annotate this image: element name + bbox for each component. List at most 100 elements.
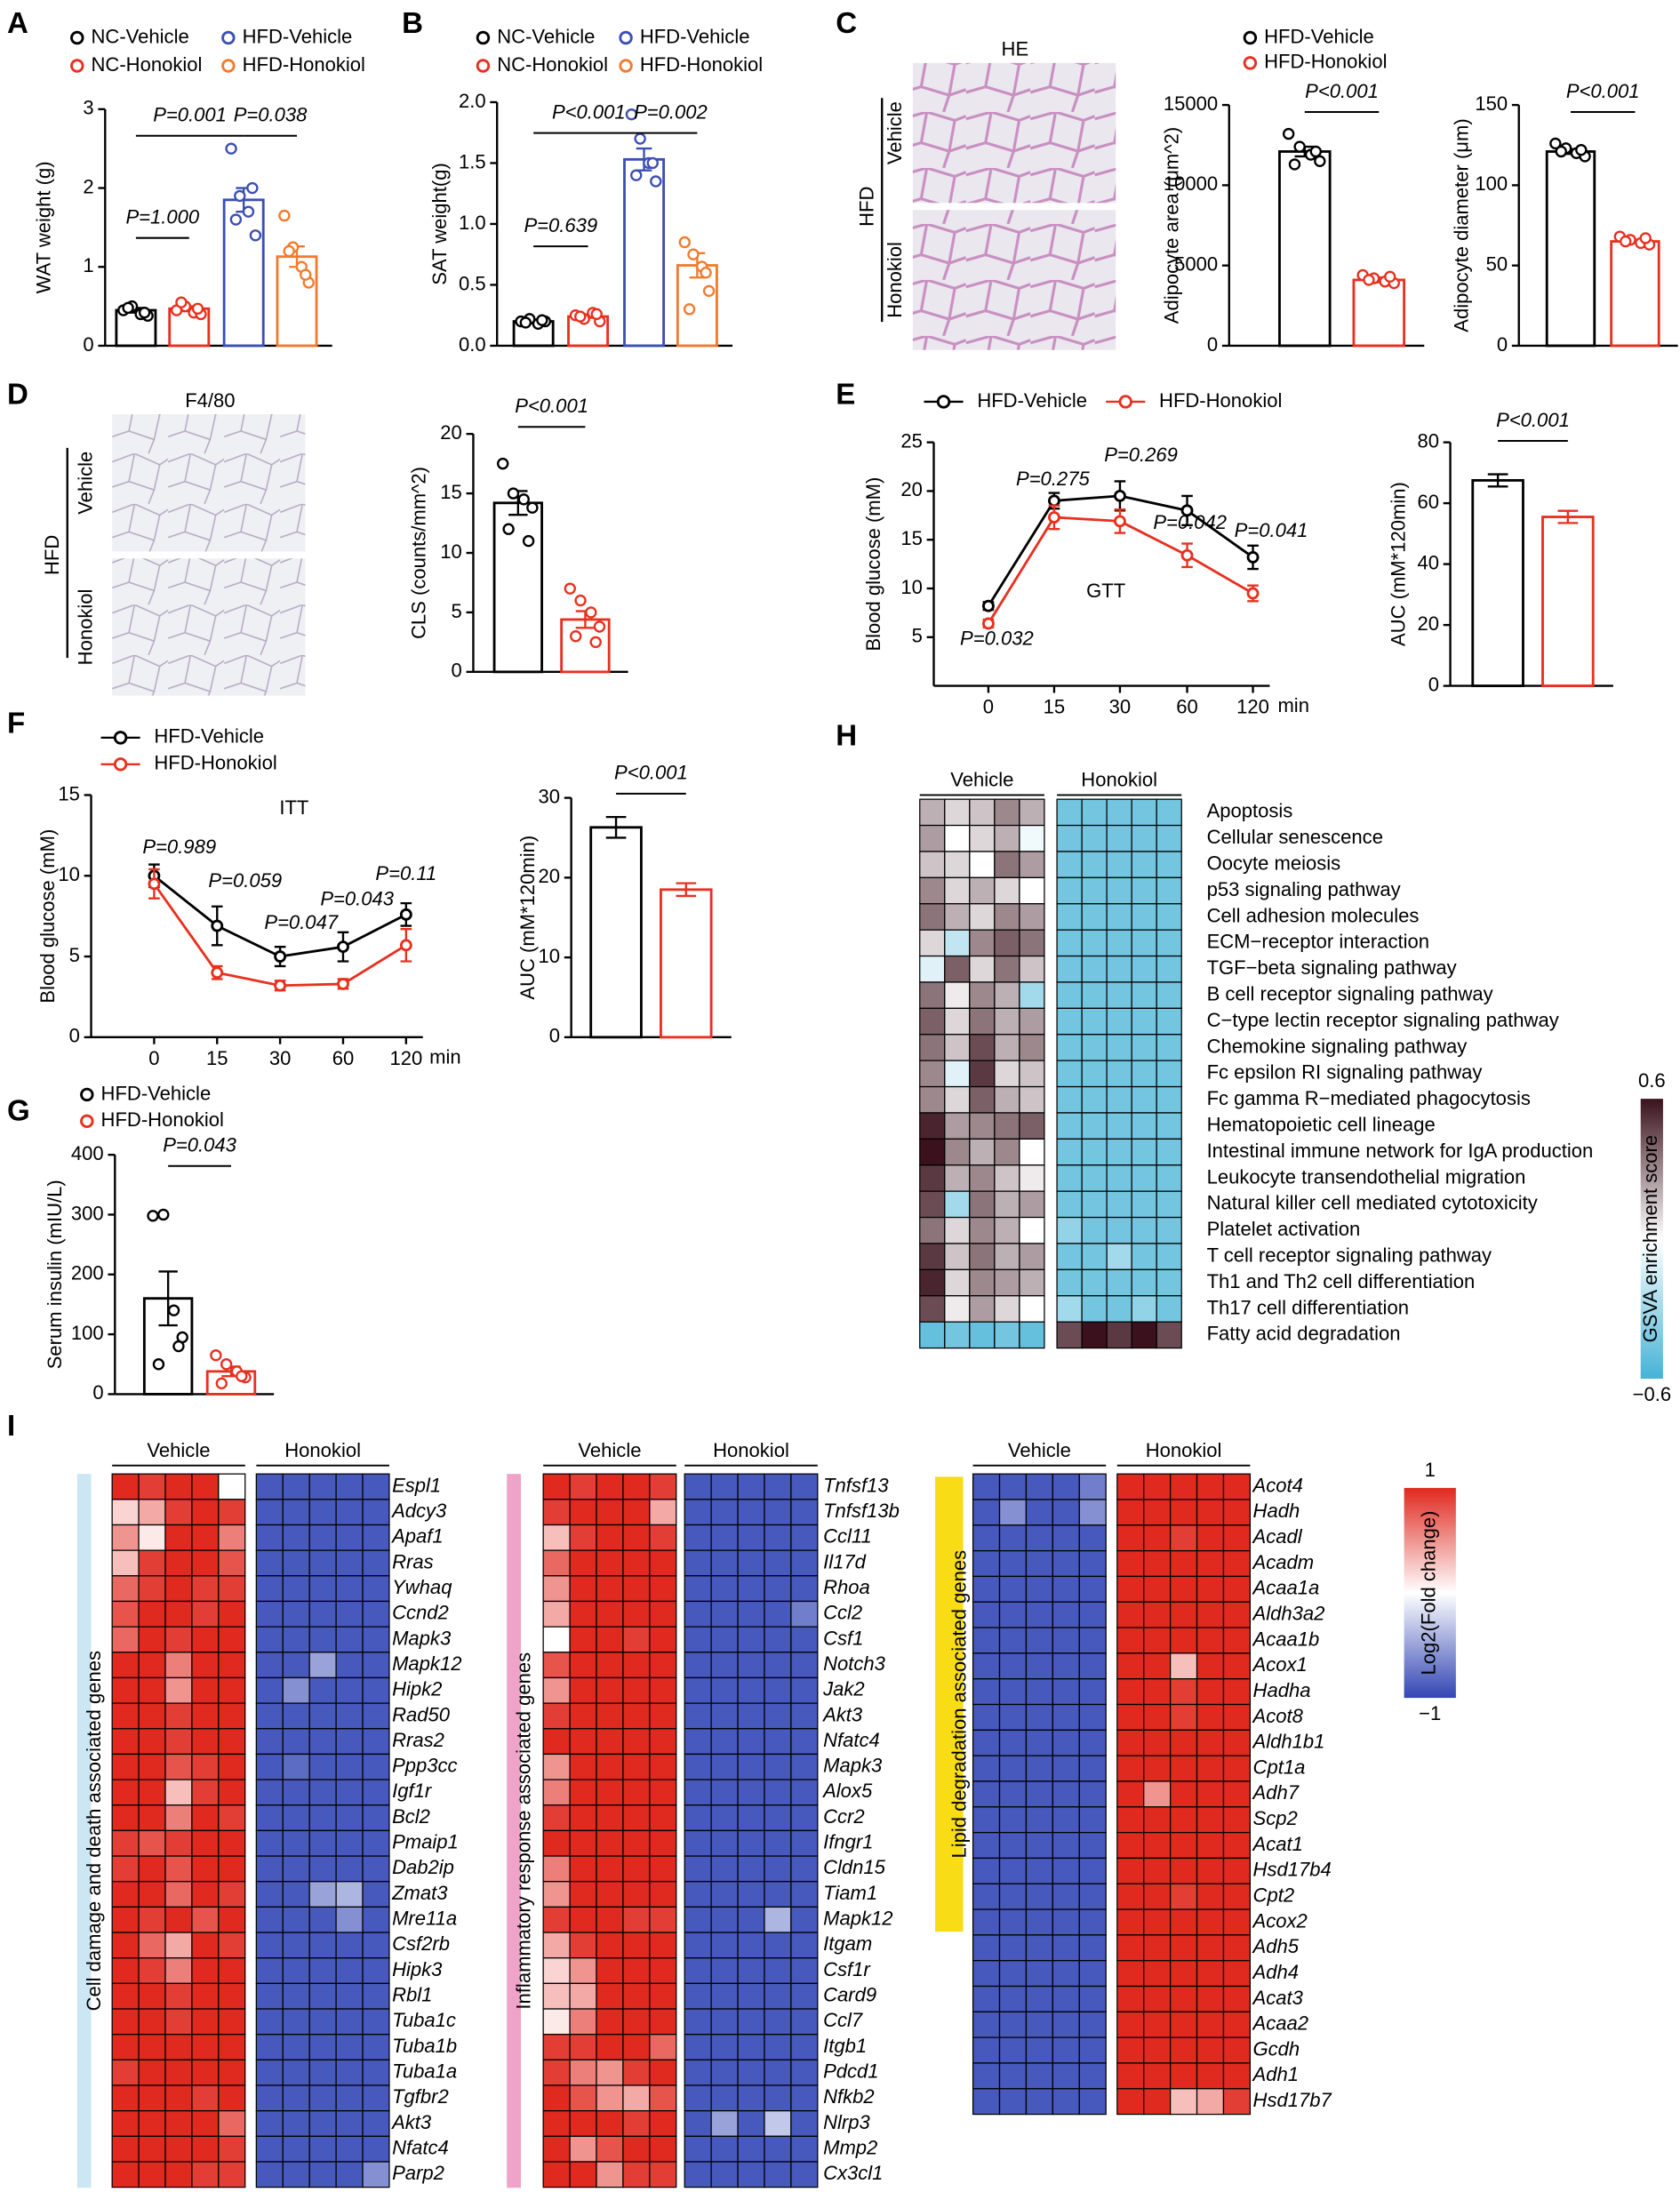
heatmap-cell (138, 2084, 166, 2112)
row-label: Cpt2 (1253, 1884, 1295, 1906)
row-label: Mapk3 (392, 1627, 452, 1649)
p-value: P<0.001 (1496, 409, 1570, 431)
heatmap-cell (1222, 1908, 1252, 1936)
heatmap-cell (790, 1473, 819, 1500)
group-label: Vehicle (950, 769, 1013, 791)
heatmap-cell (362, 1524, 390, 1551)
heatmap-cell (972, 2088, 1001, 2116)
heatmap-cell (1116, 1473, 1145, 1500)
heatmap-cell (944, 1243, 971, 1270)
heatmap-cell (138, 2034, 166, 2060)
heatmap-cell (362, 2008, 390, 2036)
heatmap-cell (737, 2059, 765, 2086)
heatmap-cell (596, 2161, 624, 2188)
heatmap-cell (710, 2135, 739, 2163)
row-label: Hadh (1253, 1500, 1300, 1522)
heatmap-cell (1222, 1499, 1252, 1526)
heatmap-cell (764, 1804, 792, 1832)
heatmap-cell (308, 2161, 337, 2188)
heatmap-cell (649, 1499, 677, 1526)
p-value: P=0.041 (1235, 519, 1308, 541)
heatmap-cell (596, 1855, 624, 1883)
heatmap-cell (282, 1982, 310, 2010)
y-tick-label: 1.0 (459, 212, 486, 234)
heatmap-cell (649, 1702, 677, 1730)
heatmap-cell (1078, 1499, 1107, 1526)
heatmap-cell (1170, 1934, 1198, 1962)
side-label: Cell damage and death associated genes (83, 1651, 105, 2011)
heatmap-cell (111, 1473, 140, 1500)
heatmap-cell (335, 1676, 364, 1704)
heatmap-cell (1078, 1831, 1107, 1860)
heatmap-cell (790, 2084, 819, 2112)
heatmap-cell (998, 1908, 1028, 1936)
heatmap-cell (684, 1779, 712, 1806)
heatmap-cell (790, 1499, 819, 1526)
heatmap-cell (622, 1753, 651, 1780)
heatmap-cell (972, 1627, 1001, 1654)
y-axis-label: Adipocyte area (μm^2) (1161, 127, 1183, 324)
heatmap-cell (649, 2008, 677, 2036)
heatmap-cell (1131, 1295, 1157, 1323)
y-tick-label: 3 (83, 97, 93, 119)
heatmap-cell (542, 1652, 571, 1679)
heatmap-cell (1052, 1985, 1080, 2012)
heatmap-cell (138, 1957, 166, 1984)
error-bar (1487, 473, 1508, 488)
heatmap-cell (282, 1728, 310, 1756)
heatmap-cell (362, 1575, 390, 1603)
heatmap-cell (255, 2059, 284, 2086)
data-point (1114, 489, 1126, 502)
heatmap-cell (1078, 1780, 1107, 1808)
heatmap-cell (111, 1906, 140, 1933)
heatmap-cell (596, 2034, 624, 2060)
p-value: P=0.042 (1153, 511, 1227, 533)
heatmap-cell (191, 2059, 220, 2086)
heatmap-cell (919, 1034, 946, 1061)
heatmap-cell (282, 1575, 310, 1603)
heatmap-cell (1056, 1190, 1083, 1219)
heatmap-cell (542, 1906, 571, 1933)
row-label: TGF−beta signaling pathway (1207, 956, 1457, 979)
heatmap-cell (919, 798, 946, 827)
data-point (574, 310, 587, 323)
bar (492, 501, 544, 674)
heatmap-cell (1116, 1831, 1145, 1860)
p-value: P<0.001 (1305, 80, 1379, 102)
heatmap-cell (218, 2059, 246, 2086)
heatmap-cell (649, 1676, 677, 1704)
heatmap-cell (1170, 1473, 1198, 1500)
row-label: Notch3 (823, 1652, 886, 1675)
heatmap-cell (710, 1779, 739, 1806)
heatmap-cell (1106, 1060, 1132, 1088)
heatmap-cell (282, 2110, 310, 2137)
heatmap-cell (622, 1676, 651, 1704)
heatmap-cell (218, 2034, 246, 2060)
heatmap-cell (764, 1524, 792, 1551)
heatmap-cell (1078, 1729, 1107, 1756)
heatmap-cell (1196, 2011, 1225, 2038)
heatmap-cell (282, 1549, 310, 1577)
row-label: Mre11a (392, 1908, 457, 1930)
heatmap-cell (1156, 1085, 1182, 1114)
heatmap-cell (1081, 981, 1108, 1009)
row-label: Igf1r (392, 1780, 433, 1802)
p-value: P=0.275 (1016, 468, 1090, 490)
x-tick-label: 15 (206, 1047, 228, 1069)
heatmap-cell (622, 1652, 651, 1679)
heatmap-cell (1143, 1524, 1172, 1552)
heatmap-cell (1081, 1034, 1108, 1061)
heatmap-cell (969, 903, 996, 931)
heatmap-cell (1116, 1780, 1145, 1808)
heatmap-cell (335, 1881, 364, 1908)
data-point (585, 606, 597, 619)
heatmap-cell (164, 1473, 193, 1500)
heatmap-cell (362, 2034, 390, 2060)
heatmap-cell (684, 2034, 712, 2060)
heatmap-cell (335, 1524, 364, 1551)
heatmap-cell (596, 1881, 624, 1908)
heatmap-cell (1222, 1549, 1252, 1578)
heatmap-cell (596, 2084, 624, 2112)
heatmap-cell (542, 1575, 571, 1603)
heatmap-cell (542, 1804, 571, 1832)
